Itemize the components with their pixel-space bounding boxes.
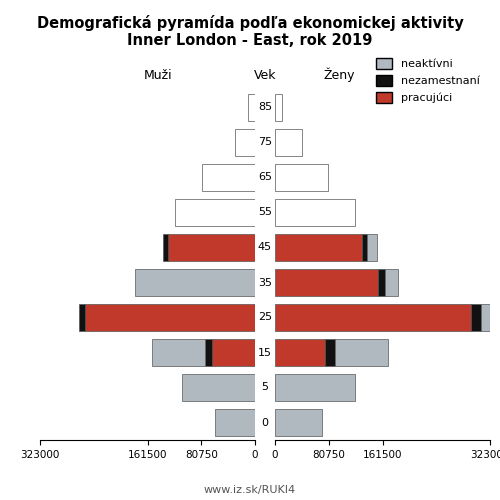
Bar <box>362 234 367 260</box>
Bar <box>378 270 385 295</box>
Text: 85: 85 <box>258 102 272 113</box>
Bar <box>163 234 168 260</box>
Bar <box>235 130 255 156</box>
Bar <box>367 234 377 260</box>
Text: 45: 45 <box>258 242 272 252</box>
Bar <box>275 270 378 295</box>
Text: 65: 65 <box>258 172 272 182</box>
Bar <box>78 304 86 330</box>
Bar <box>482 304 494 330</box>
Bar <box>275 234 362 260</box>
Bar <box>212 340 255 365</box>
Bar <box>152 340 205 365</box>
Bar <box>472 304 482 330</box>
Bar <box>215 410 255 436</box>
Text: www.iz.sk/RUKI4: www.iz.sk/RUKI4 <box>204 485 296 495</box>
Bar <box>168 234 255 260</box>
Text: 15: 15 <box>258 348 272 358</box>
Text: 35: 35 <box>258 278 272 287</box>
Bar <box>86 304 255 330</box>
Bar <box>275 130 301 156</box>
Bar <box>275 200 355 226</box>
Bar <box>175 200 255 226</box>
Bar <box>275 164 328 190</box>
Text: 75: 75 <box>258 138 272 147</box>
Text: 55: 55 <box>258 208 272 218</box>
Bar <box>275 340 325 365</box>
Text: Demografická pyramída podľa ekonomickej aktivity
Inner London - East, rok 2019: Demografická pyramída podľa ekonomickej … <box>36 15 464 48</box>
Bar <box>202 164 255 190</box>
Bar <box>135 270 255 295</box>
Bar <box>275 374 355 400</box>
Bar <box>182 374 255 400</box>
Text: Ženy: Ženy <box>324 68 355 82</box>
Text: Vek: Vek <box>254 70 276 82</box>
Bar <box>275 410 322 436</box>
Bar <box>325 340 335 365</box>
Bar <box>275 304 471 330</box>
Bar <box>248 94 255 120</box>
Text: 25: 25 <box>258 312 272 322</box>
Bar <box>205 340 212 365</box>
Text: Muži: Muži <box>144 70 172 82</box>
Bar <box>385 270 398 295</box>
Bar <box>275 94 281 120</box>
Legend: neaktívni, nezamestnaní, pracujúci: neaktívni, nezamestnaní, pracujúci <box>371 54 484 108</box>
Bar <box>335 340 388 365</box>
Text: 5: 5 <box>262 382 268 392</box>
Text: 0: 0 <box>262 418 268 428</box>
